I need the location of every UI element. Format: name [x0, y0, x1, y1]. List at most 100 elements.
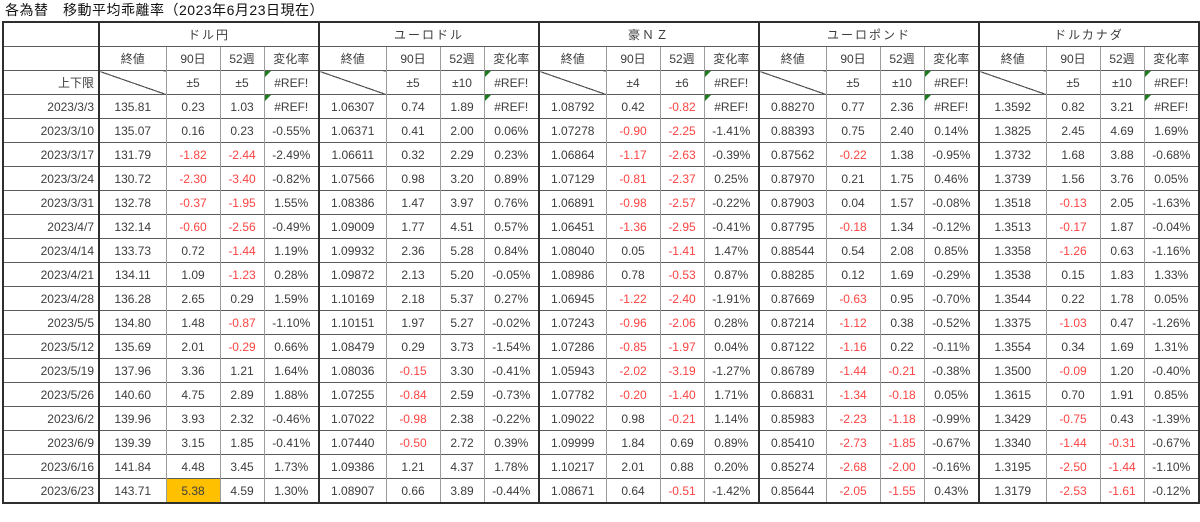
value-cell[interactable]: 5.38 [165, 478, 220, 503]
value-cell[interactable]: 0.66% [263, 334, 319, 359]
value-cell[interactable]: 0.74 [385, 94, 440, 119]
value-cell[interactable]: 0.23 [165, 94, 220, 119]
value-cell[interactable]: -0.99% [923, 406, 979, 431]
limit-52w[interactable]: ±6 [659, 70, 704, 95]
value-cell[interactable]: 0.85% [923, 238, 979, 263]
value-cell[interactable]: 1.07129 [538, 166, 606, 191]
value-cell[interactable]: -2.06 [659, 310, 704, 335]
value-cell[interactable]: -1.10% [263, 310, 319, 335]
value-cell[interactable]: 0.46% [923, 166, 979, 191]
value-cell[interactable]: 0.28% [263, 262, 319, 287]
sub-header[interactable]: 変化率 [923, 46, 979, 71]
value-cell[interactable]: 0.88270 [758, 94, 826, 119]
value-cell[interactable]: 1.89 [439, 94, 484, 119]
value-cell[interactable]: 3.30 [439, 358, 484, 383]
value-cell[interactable]: 1.07243 [538, 310, 606, 335]
date-cell[interactable]: 2023/6/16 [2, 454, 99, 479]
value-cell[interactable]: 1.09872 [318, 262, 386, 287]
value-cell[interactable]: 0.98 [605, 406, 660, 431]
value-cell[interactable]: 1.33% [1143, 262, 1199, 287]
date-cell[interactable]: 2023/5/19 [2, 358, 99, 383]
value-cell[interactable]: -1.16% [1143, 238, 1199, 263]
value-cell[interactable]: 0.77 [825, 94, 880, 119]
value-cell[interactable]: -3.40 [219, 166, 264, 191]
value-cell[interactable]: -1.03 [1045, 310, 1100, 335]
value-cell[interactable]: -1.82 [165, 142, 220, 167]
value-cell[interactable]: -3.19 [659, 358, 704, 383]
date-cell[interactable]: 2023/5/12 [2, 334, 99, 359]
value-cell[interactable]: 2.89 [219, 382, 264, 407]
value-cell[interactable]: 1.09932 [318, 238, 386, 263]
value-cell[interactable]: 0.20% [703, 454, 759, 479]
value-cell[interactable]: 1.21 [219, 358, 264, 383]
value-cell[interactable]: 0.39% [483, 430, 539, 455]
value-cell[interactable]: 4.69 [1099, 118, 1144, 143]
value-cell[interactable]: 4.51 [439, 214, 484, 239]
value-cell[interactable]: -1.41 [659, 238, 704, 263]
value-cell[interactable]: 1.10169 [318, 286, 386, 311]
value-cell[interactable]: -1.12 [825, 310, 880, 335]
value-cell[interactable]: 3.97 [439, 190, 484, 215]
value-cell[interactable]: 0.22 [1045, 286, 1100, 311]
value-cell[interactable]: -0.12% [923, 214, 979, 239]
limit-52w[interactable]: ±10 [439, 70, 484, 95]
limit-90d[interactable]: ±5 [165, 70, 220, 95]
value-cell[interactable]: 1.09386 [318, 454, 386, 479]
value-cell[interactable]: 1.3544 [978, 286, 1046, 311]
value-cell[interactable]: 1.88% [263, 382, 319, 407]
date-cell[interactable]: 2023/3/17 [2, 142, 99, 167]
value-cell[interactable]: 1.38 [879, 142, 924, 167]
value-cell[interactable]: 0.88 [659, 454, 704, 479]
value-cell[interactable]: -0.21 [879, 358, 924, 383]
limit-90d[interactable]: ±5 [1045, 70, 1100, 95]
value-cell[interactable]: 1.06611 [318, 142, 386, 167]
value-cell[interactable]: -2.30 [165, 166, 220, 191]
value-cell[interactable]: 1.31% [1143, 334, 1199, 359]
value-cell[interactable]: 2.36 [385, 238, 440, 263]
value-cell[interactable]: 2.01 [165, 334, 220, 359]
value-cell[interactable]: 1.05943 [538, 358, 606, 383]
date-cell[interactable]: 2023/4/14 [2, 238, 99, 263]
group-header-4[interactable]: ドルカナダ [978, 21, 1199, 47]
value-cell[interactable]: -2.05 [825, 478, 880, 503]
limit-52w[interactable]: ±5 [219, 70, 264, 95]
value-cell[interactable]: #REF! [703, 94, 759, 119]
value-cell[interactable]: -0.41% [483, 358, 539, 383]
value-cell[interactable]: 0.87669 [758, 286, 826, 311]
ref-error-cell[interactable]: #REF! [703, 70, 759, 95]
value-cell[interactable]: 2.36 [879, 94, 924, 119]
diagonal-cell[interactable] [538, 70, 606, 95]
value-cell[interactable]: -0.39% [703, 142, 759, 167]
value-cell[interactable]: -0.46% [263, 406, 319, 431]
value-cell[interactable]: -0.67% [1143, 430, 1199, 455]
value-cell[interactable]: -1.22 [605, 286, 660, 311]
value-cell[interactable]: 0.32 [385, 142, 440, 167]
value-cell[interactable]: -2.02 [605, 358, 660, 383]
value-cell[interactable]: 1.07278 [538, 118, 606, 143]
value-cell[interactable]: 134.11 [98, 262, 166, 287]
value-cell[interactable]: 1.47% [703, 238, 759, 263]
diagonal-cell[interactable] [978, 70, 1046, 95]
value-cell[interactable]: 1.06945 [538, 286, 606, 311]
value-cell[interactable]: 1.87 [1099, 214, 1144, 239]
value-cell[interactable]: -0.29 [219, 334, 264, 359]
value-cell[interactable]: 0.69 [659, 430, 704, 455]
value-cell[interactable]: -2.49% [263, 142, 319, 167]
value-cell[interactable]: -2.56 [219, 214, 264, 239]
value-cell[interactable]: -0.82 [659, 94, 704, 119]
value-cell[interactable]: 1.30% [263, 478, 319, 503]
value-cell[interactable]: 140.60 [98, 382, 166, 407]
value-cell[interactable]: 4.75 [165, 382, 220, 407]
date-cell[interactable]: 2023/4/7 [2, 214, 99, 239]
value-cell[interactable]: 1.3340 [978, 430, 1046, 455]
value-cell[interactable]: 1.06451 [538, 214, 606, 239]
value-cell[interactable]: 0.05% [923, 382, 979, 407]
value-cell[interactable]: 1.97 [385, 310, 440, 335]
value-cell[interactable]: 0.86831 [758, 382, 826, 407]
value-cell[interactable]: 0.85% [1143, 382, 1199, 407]
date-cell[interactable]: 2023/3/24 [2, 166, 99, 191]
value-cell[interactable]: 3.21 [1099, 94, 1144, 119]
value-cell[interactable]: 135.81 [98, 94, 166, 119]
value-cell[interactable]: 1.73% [263, 454, 319, 479]
value-cell[interactable]: -1.18 [879, 406, 924, 431]
